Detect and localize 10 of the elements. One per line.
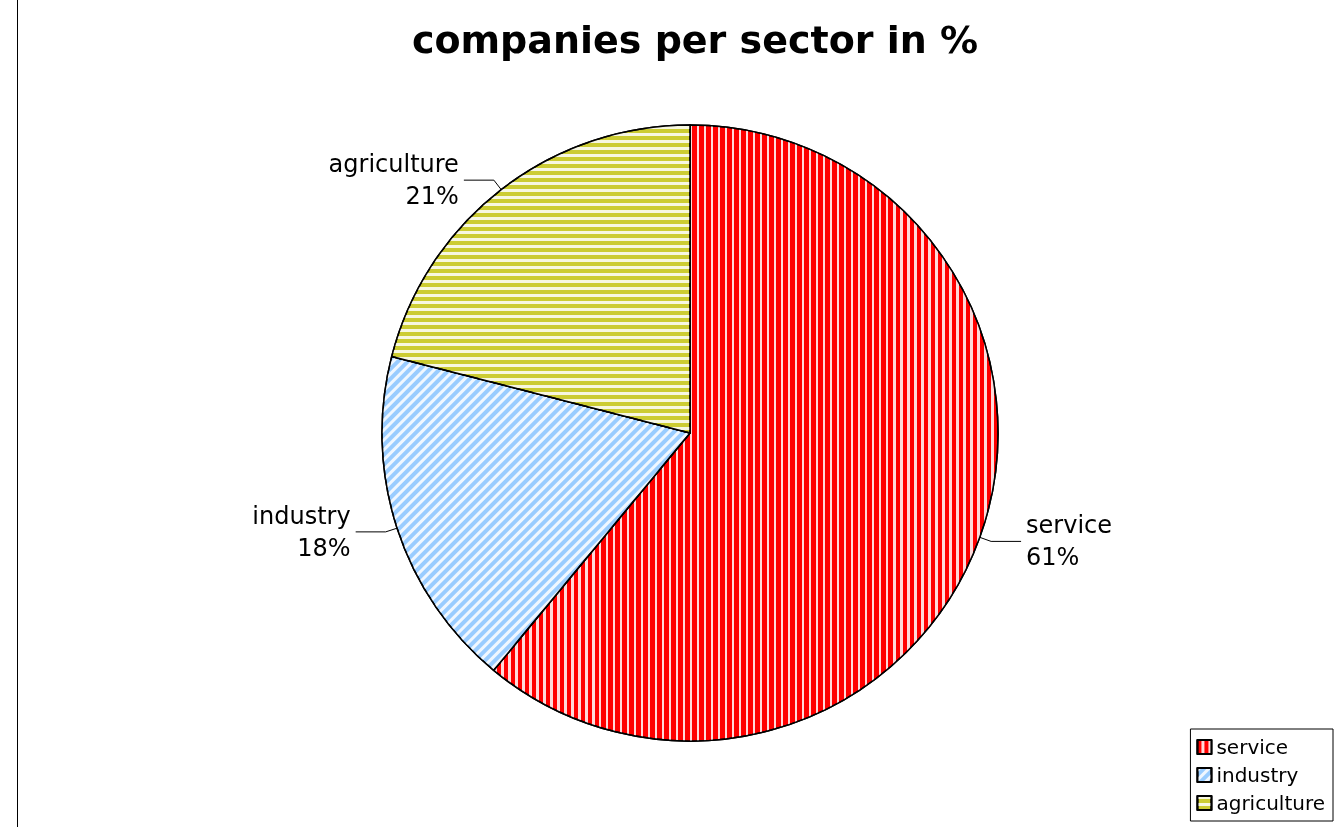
slice-label: industry — [252, 501, 351, 530]
data-label: 18% — [297, 533, 351, 562]
data-label: 21% — [405, 182, 459, 211]
legend-label: industry — [1216, 763, 1299, 787]
legend-label: agriculture — [1216, 791, 1326, 815]
slice-label: agriculture — [328, 150, 459, 179]
slice-label: service — [1026, 511, 1113, 540]
legend-label: service — [1216, 735, 1289, 759]
chart-title: companies per sector in % — [411, 18, 979, 62]
data-label: 61% — [1026, 543, 1080, 572]
